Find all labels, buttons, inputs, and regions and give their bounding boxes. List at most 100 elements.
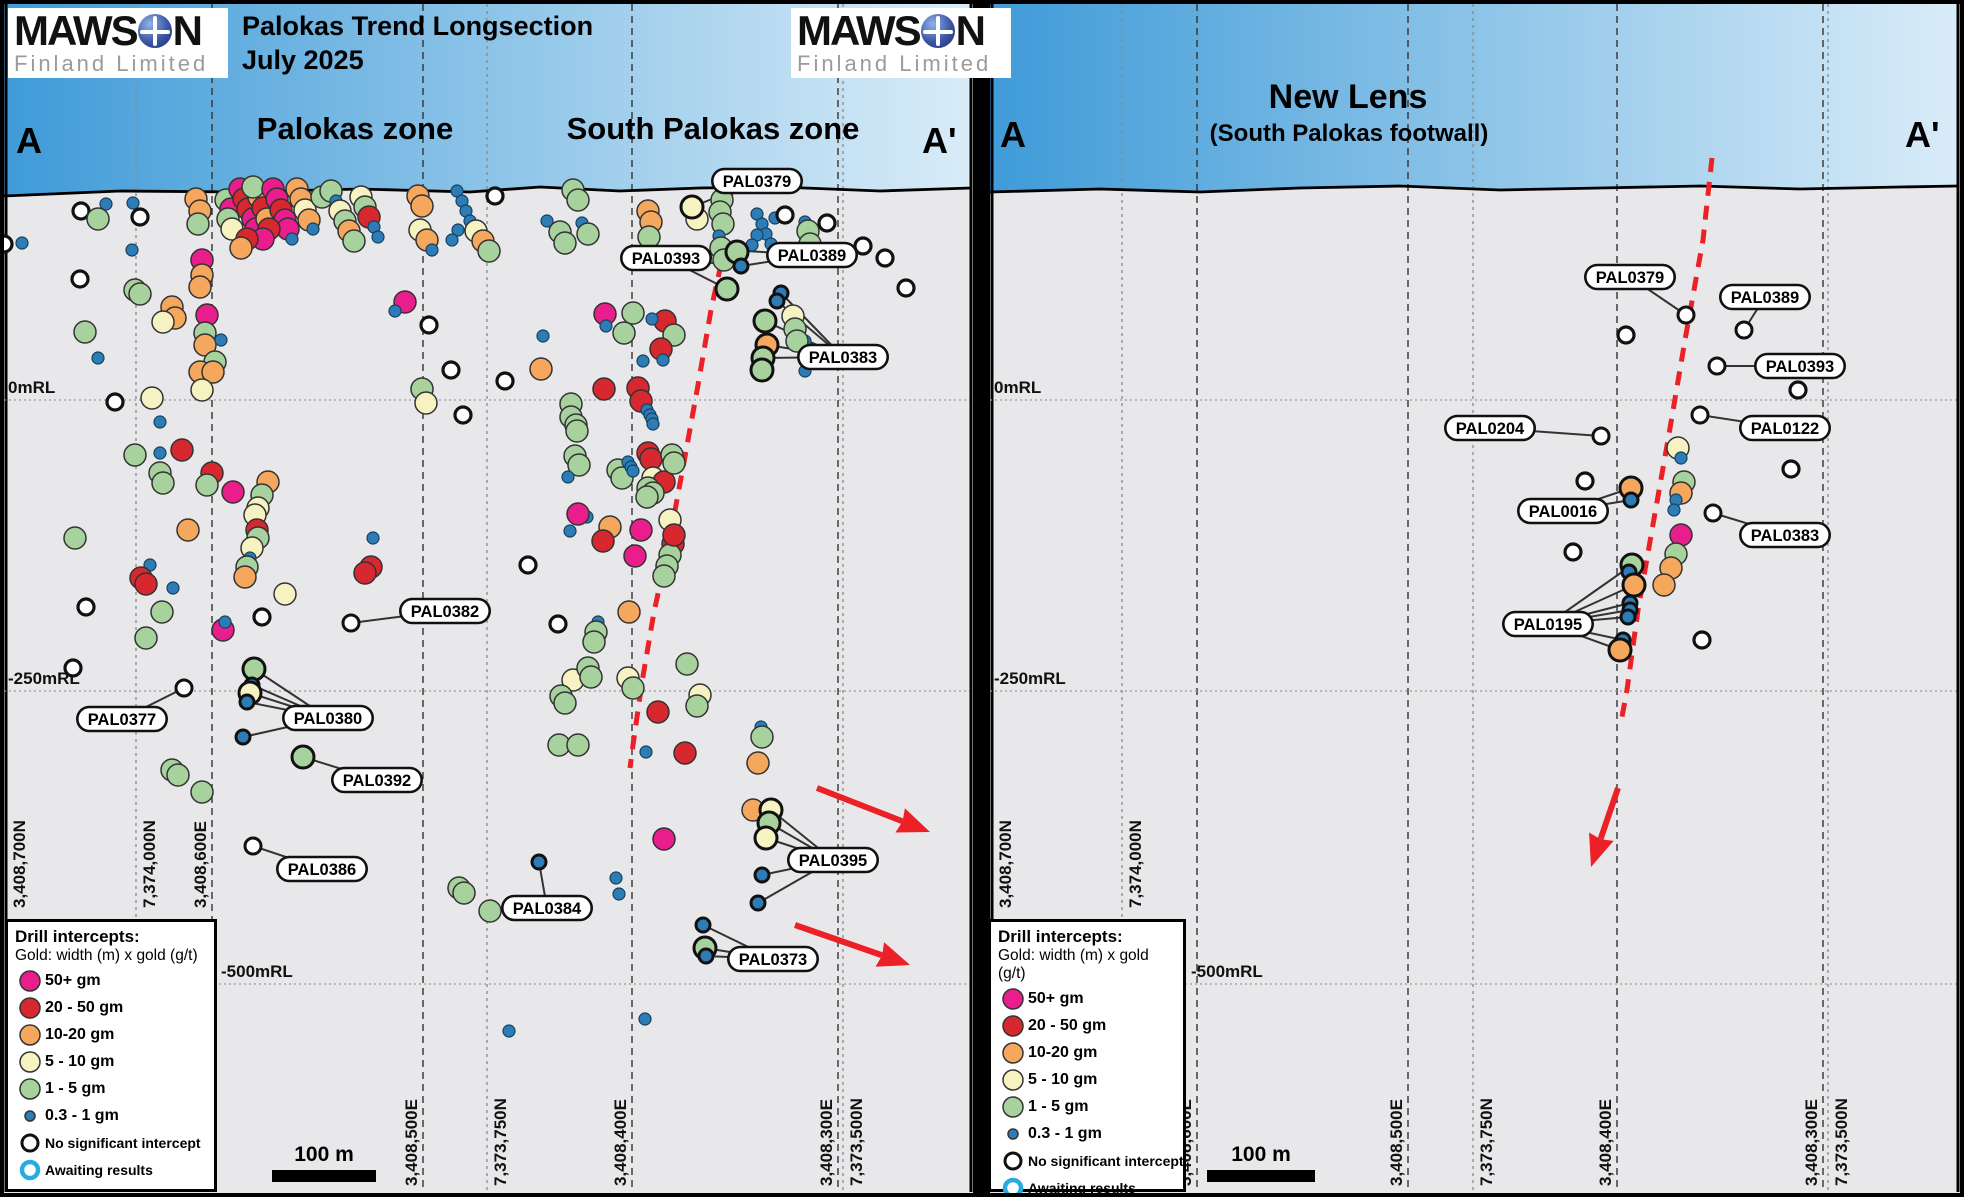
drill-point-right	[1652, 573, 1676, 597]
drill-point-left	[190, 780, 214, 804]
drillhole-label-pill-right	[1719, 283, 1812, 311]
drill-point-right	[1788, 380, 1808, 400]
legend-item-r: 20 - 50 gm	[15, 994, 207, 1021]
drill-point-left	[445, 233, 459, 247]
drillhole-label-pill-right	[1444, 414, 1537, 442]
drill-point-left	[621, 676, 645, 700]
drill-point-left	[76, 597, 96, 617]
trend-arrow-head-left	[875, 942, 910, 967]
trend-arrow-shaft-left	[794, 922, 883, 958]
legend-item-label: 1 - 5 gm	[1028, 1097, 1089, 1115]
drill-point-left	[353, 561, 377, 585]
legend-swatch-icon	[15, 1022, 45, 1048]
drillhole-label-right: PAL0393	[1766, 358, 1834, 376]
trend-arrow-head-right	[1589, 832, 1614, 867]
legend-item-o: 10-20 gm	[998, 1039, 1176, 1066]
drill-point-left	[176, 518, 200, 542]
drill-point-left	[662, 451, 686, 475]
legend-box-0: Drill intercepts: Gold: width (m) x gold …	[5, 919, 217, 1192]
drill-point-left	[130, 207, 150, 227]
drill-point-left	[134, 626, 158, 650]
section-label-a2-left: A'	[922, 120, 957, 161]
section-label-a-left: A	[16, 120, 42, 161]
legend-item-o: 10-20 gm	[15, 1021, 207, 1048]
drill-point-left	[775, 205, 795, 225]
drill-point-left	[238, 693, 256, 711]
drill-point-left	[685, 694, 709, 718]
drill-point-left	[540, 214, 554, 228]
elevation-label-right: 0mRL	[994, 378, 1041, 397]
legend-swatch-icon	[998, 1067, 1028, 1093]
drillhole-label-right: PAL0195	[1514, 616, 1582, 634]
drill-point-left	[195, 473, 219, 497]
legend-item-label: Awaiting results	[1028, 1179, 1136, 1196]
drillhole-label-right: PAL0383	[1751, 527, 1819, 545]
legend-item-label: 10-20 gm	[45, 1025, 115, 1043]
drill-point-right	[1703, 503, 1723, 523]
legend-swatch-icon	[998, 1040, 1028, 1066]
drillhole-label-pill-left	[330, 766, 423, 794]
drill-point-left	[123, 443, 147, 467]
legend-swatch-icon	[15, 1103, 45, 1129]
drill-point-left	[502, 1024, 516, 1038]
legend-item-b: 0.3 - 1 gm	[15, 1102, 207, 1129]
drill-point-right	[1619, 608, 1637, 626]
drill-point-left	[128, 282, 152, 306]
drill-point-left	[591, 529, 615, 553]
drill-point-left	[478, 899, 502, 923]
trend-arrow-shaft-left	[815, 785, 904, 824]
drill-point-left	[638, 1012, 652, 1026]
legend-swatch-icon	[998, 1175, 1028, 1197]
drill-point-left	[652, 827, 676, 851]
elevation-label-right: -500mRL	[1191, 962, 1263, 981]
drill-point-left	[518, 555, 538, 575]
drill-point-left	[646, 700, 670, 724]
drillhole-label-pill-right	[1739, 414, 1832, 442]
logo-text-right: N	[955, 7, 986, 55]
axis-label-left: 7,373,500N	[847, 1098, 866, 1186]
drill-point-left	[273, 582, 297, 606]
drill-point-left	[896, 278, 916, 298]
drill-point-right	[1690, 405, 1710, 425]
legend-item-label: 1 - 5 gm	[45, 1079, 106, 1097]
legend-title: Drill intercepts:	[998, 927, 1123, 946]
drillhole-label-right: PAL0379	[1596, 269, 1664, 287]
drill-point-left	[529, 357, 553, 381]
trend-arrow-shaft-right	[1597, 787, 1621, 840]
drill-point-left	[441, 360, 461, 380]
figure-title: Palokas Trend Longsection July 2025	[242, 10, 593, 78]
drill-point-left	[126, 196, 140, 210]
axis-label-left: 3,408,300E	[817, 1099, 836, 1186]
drillhole-label-pill-right	[1739, 521, 1832, 549]
drill-point-left	[63, 526, 87, 550]
legend-item-a: Awaiting results	[998, 1174, 1176, 1197]
legend-item-label: 50+ gm	[45, 971, 101, 989]
drill-point-left	[694, 916, 712, 934]
elevation-label-left: -500mRL	[221, 962, 293, 981]
legend-swatch-icon	[998, 1148, 1028, 1174]
drill-point-left	[530, 853, 548, 871]
drill-point-left	[233, 565, 257, 589]
drill-point-left	[566, 188, 590, 212]
drill-point-left	[186, 212, 210, 236]
drillhole-label-pill-left	[710, 167, 803, 195]
drill-point-left	[652, 564, 676, 588]
legend-item-m: 50+ gm	[998, 985, 1176, 1012]
legend-item-g: 1 - 5 gm	[998, 1093, 1176, 1120]
drill-point-left	[609, 871, 623, 885]
legend-swatch-icon	[15, 1049, 45, 1075]
logo-text-left: MAWS	[797, 7, 922, 55]
drill-point-left	[105, 392, 125, 412]
legend-swatch-icon	[15, 1130, 45, 1156]
legend-item-label: 20 - 50 gm	[45, 998, 124, 1016]
drillhole-label-right: PAL0389	[1731, 289, 1799, 307]
drillhole-label-left: PAL0384	[513, 900, 582, 918]
drill-point-left	[201, 360, 225, 384]
drill-point-left	[576, 222, 600, 246]
axis-label-right: 3,408,400E	[1596, 1099, 1615, 1186]
axis-label-left: 3,408,500E	[402, 1099, 421, 1186]
drillhole-label-right: PAL0204	[1456, 420, 1525, 438]
drill-point-right	[1667, 503, 1681, 517]
drill-point-left	[553, 691, 577, 715]
drill-point-left	[452, 881, 476, 905]
